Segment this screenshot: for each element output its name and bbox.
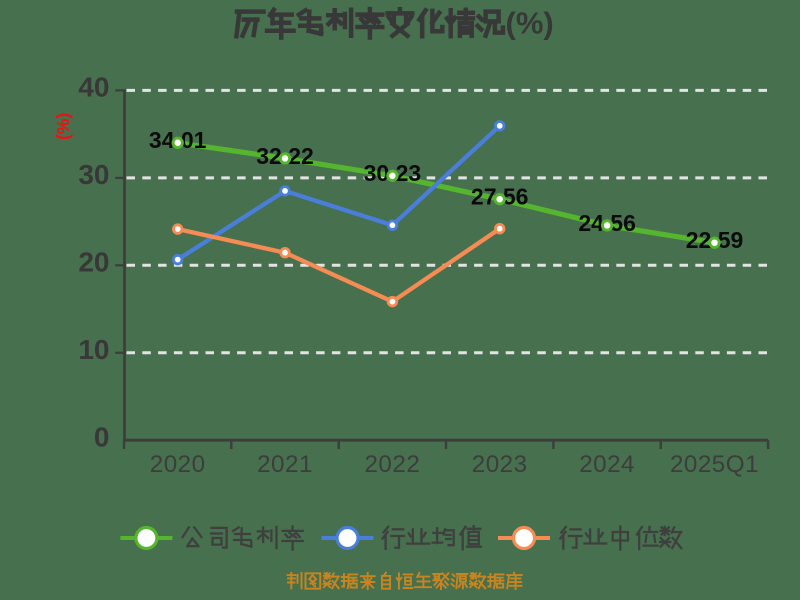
svg-text:2020: 2020 <box>150 451 206 478</box>
svg-text:2024: 2024 <box>579 451 635 478</box>
svg-text:(%): (%) <box>53 113 73 140</box>
svg-text:(%): (%) <box>506 5 554 40</box>
svg-text:2023: 2023 <box>472 451 528 478</box>
svg-text:10: 10 <box>78 334 109 365</box>
svg-text:30: 30 <box>78 159 109 190</box>
svg-text:2025Q1: 2025Q1 <box>670 451 759 478</box>
svg-text:2021: 2021 <box>257 451 313 478</box>
svg-text:40: 40 <box>78 72 109 103</box>
svg-text:20: 20 <box>78 247 109 278</box>
svg-text:0: 0 <box>94 422 110 453</box>
svg-text:2022: 2022 <box>364 451 420 478</box>
